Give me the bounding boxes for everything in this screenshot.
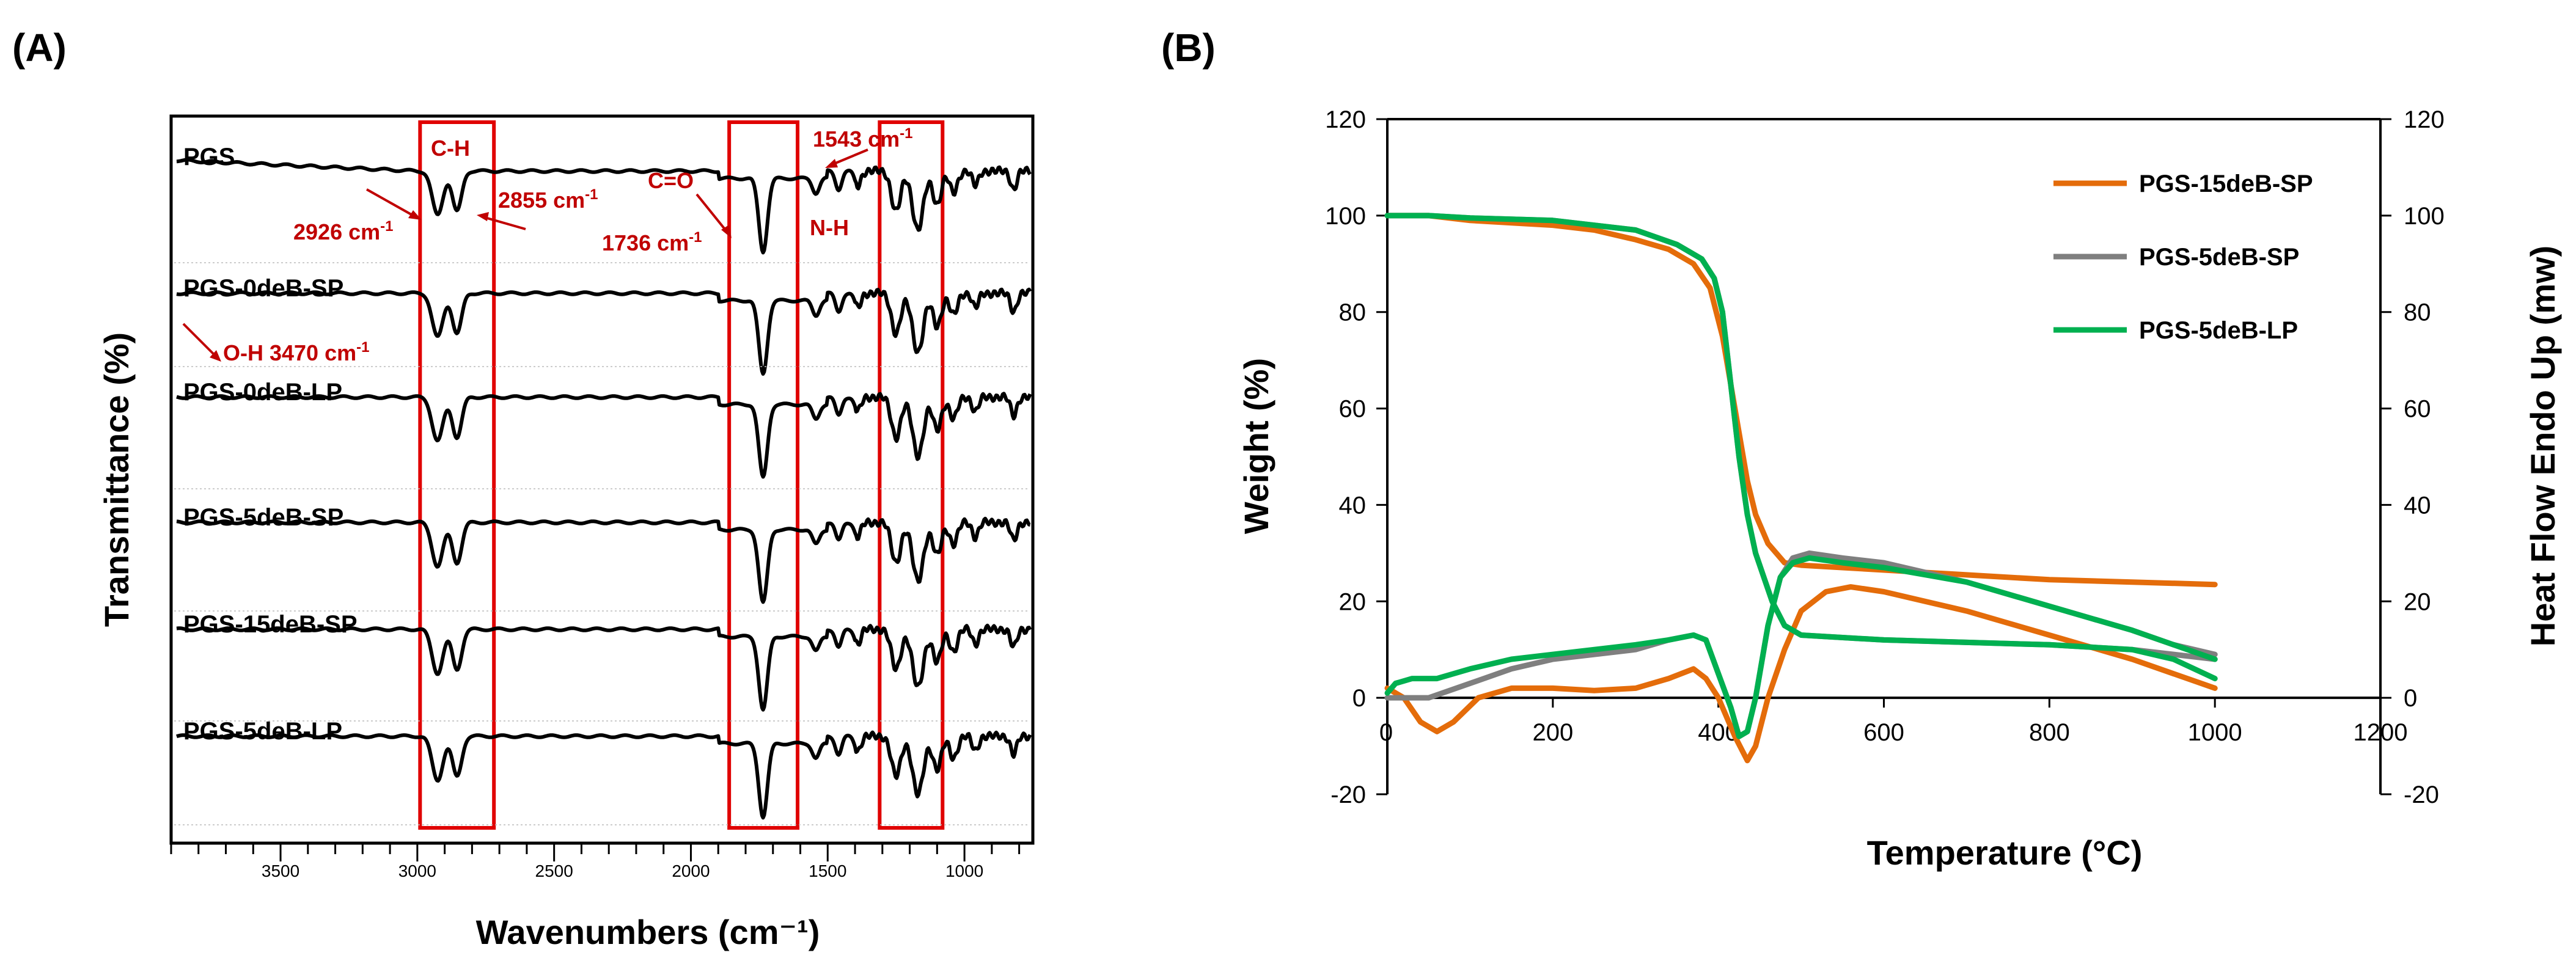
tga-series [1384, 213, 2218, 764]
highlight-region-co [727, 120, 800, 830]
arrow-oh-icon [182, 323, 218, 359]
tga-x-tick-label: 1000 [2188, 719, 2242, 746]
panel-label-b: (B) [1161, 26, 1216, 70]
tga-y-tick-label: 40 [1339, 492, 1367, 519]
tga-y2-tick-label: -20 [2404, 781, 2439, 808]
tga-x-tick-label: 1200 [2354, 719, 2408, 746]
ftir-spectrum-pgs-0deb-sp [175, 287, 1032, 376]
tga-y2-axis-title: Heat Flow Endo Up (mw) [2523, 246, 2562, 646]
ftir-spectrum-pgs-15deb-sp [175, 623, 1032, 712]
tga-y2-tick-label: 0 [2404, 685, 2417, 712]
tga-y-axis-title: Weight (%) [1237, 358, 1275, 534]
ftir-sample-label: PGS-5deB-LP [183, 718, 342, 745]
annotation-nh: N-H [810, 215, 849, 240]
dsc-curve-pgs-5deb-lp [1384, 555, 2218, 739]
arrow-1736-icon [695, 193, 728, 233]
legend-label: PGS-15deB-SP [2139, 170, 2313, 197]
annotation-1736: 1736 cm-1 [602, 229, 702, 255]
annotation-oh: O-H 3470 cm-1 [223, 339, 369, 365]
ftir-x-tick-label: 2500 [535, 861, 573, 880]
ftir-x-tick-label: 1000 [945, 861, 983, 880]
tga-x-tick-label: 200 [1532, 719, 1573, 746]
arrow-2926-icon [366, 188, 416, 218]
annotation-ch: C-H [431, 136, 470, 161]
tga-y-tick-label: 100 [1325, 203, 1366, 230]
ftir-x-tick-label: 3000 [398, 861, 436, 880]
annotation-co: C=O [648, 168, 694, 193]
tga-y-tick-label: 0 [1352, 685, 1366, 712]
dsc-curve-pgs-15deb-sp [1384, 584, 2218, 764]
tga-x-tick-label: 600 [1863, 719, 1904, 746]
ftir-sample-label: PGS [183, 144, 235, 170]
tga-curve-pgs-5deb-lp [1384, 213, 2218, 682]
tga-y2-tick-label: 60 [2404, 396, 2431, 423]
ftir-annotations: C-H 2926 cm-1 2855 cm-1 C=O 1736 cm-1 15… [182, 125, 912, 365]
ftir-x-tick-label: 2000 [672, 861, 710, 880]
ftir-x-axis: 3500 3000 2500 2000 1500 1000 [170, 843, 1021, 880]
tga-x-tick-label: 800 [2029, 719, 2070, 746]
arrow-2855-head-icon [477, 212, 489, 221]
tga-y2-tick-label: 40 [2404, 492, 2431, 519]
tga-x-tick-label: 0 [1379, 719, 1393, 746]
ftir-spectrum-pgs-5deb-sp [175, 516, 1031, 604]
ftir-spectra [174, 158, 1032, 825]
tga-y-tick-label: 60 [1339, 396, 1367, 423]
annotation-1543: 1543 cm-1 [813, 125, 912, 152]
annotation-2926: 2926 cm-1 [293, 218, 393, 244]
ftir-sample-label: PGS-5deB-SP [183, 504, 343, 531]
ftir-spectrum-pgs-0deb-lp [175, 392, 1032, 479]
ftir-highlight-regions [418, 120, 945, 830]
panel-label-a: (A) [12, 26, 67, 70]
highlight-region-fingerprint [878, 120, 945, 830]
arrow-2855-icon [482, 216, 526, 230]
tga-y2-tick-label: 20 [2404, 588, 2431, 615]
ftir-x-tick-label: 3500 [262, 861, 299, 880]
ftir-spectrum-pgs-5deb-lp [175, 730, 1032, 820]
tga-x-axis-title: Temperature (°C) [1867, 833, 2143, 872]
ftir-sample-label: PGS-0deB-LP [183, 379, 342, 406]
legend-label: PGS-5deB-LP [2139, 317, 2298, 344]
tga-y-tick-label: 20 [1339, 588, 1367, 615]
arrow-1543-icon [831, 148, 868, 166]
arrow-oh-head-icon [210, 350, 221, 362]
arrow-1543-head-icon [825, 159, 838, 168]
tga-y-tick-label: -20 [1330, 781, 1366, 808]
ftir-spectrum-pgs [175, 158, 1032, 255]
ftir-sample-label: PGS-15deB-SP [183, 611, 358, 638]
legend-label: PGS-5deB-SP [2139, 244, 2299, 271]
tga-y2-tick-label: 120 [2404, 106, 2445, 133]
ftir-y-axis-title: Transmittance (%) [97, 332, 136, 627]
tga-y2-tick-label: 80 [2404, 299, 2431, 326]
highlight-region-ch [418, 120, 496, 830]
ftir-sample-labels: PGS PGS-0deB-SP PGS-0deB-LP PGS-5deB-SP PGS-… [183, 144, 358, 745]
ftir-plot-frame [169, 114, 1035, 845]
tga-y2-tick-label: 100 [2404, 203, 2445, 230]
arrow-2926-head-icon [408, 210, 422, 220]
tga-legend: PGS-15deB-SP PGS-5deB-SP PGS-5deB-LP [2053, 170, 2313, 344]
tga-y-tick-label: 120 [1325, 106, 1366, 133]
tga-y-tick-label: 80 [1339, 299, 1367, 326]
ftir-x-axis-title: Wavenumbers (cm⁻¹) [476, 913, 820, 951]
ftir-x-tick-label: 1500 [809, 861, 846, 880]
arrow-1736-head-icon [721, 225, 732, 238]
ftir-sample-label: PGS-0deB-SP [183, 275, 343, 302]
annotation-2855: 2855 cm-1 [498, 186, 598, 213]
ftir-chart: 3500 3000 2500 2000 1500 1000 PGSPGS-0deB-SPP… [97, 114, 1035, 951]
